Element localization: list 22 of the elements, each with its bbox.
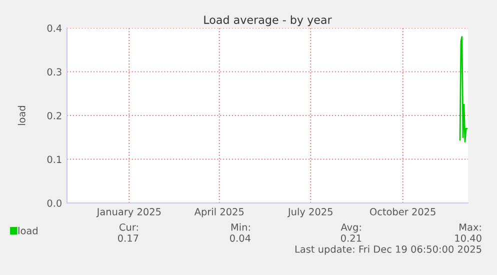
line-series bbox=[459, 36, 468, 142]
text: Cur: bbox=[119, 223, 138, 231]
text: Last update: Fri Dec 19 06:50:00 2025 bbox=[295, 245, 482, 255]
text: 0.04 bbox=[230, 234, 250, 242]
y-tick-label: 0.4 bbox=[47, 24, 62, 32]
y-tick-label: 0.0 bbox=[47, 199, 62, 207]
text: Avg: bbox=[340, 224, 361, 233]
x-tick-label: January 2025 bbox=[96, 208, 161, 218]
x-tick-label: April 2025 bbox=[194, 208, 244, 218]
text: 0.21 bbox=[340, 234, 362, 242]
text: Min: bbox=[231, 223, 250, 231]
y-tick-label: 0.1 bbox=[47, 156, 62, 164]
y-axis-title: load bbox=[18, 106, 26, 125]
legend-label: load bbox=[18, 226, 38, 234]
text: 10.40 bbox=[455, 234, 482, 242]
y-tick-label: 0.2 bbox=[47, 112, 62, 120]
text: 0.17 bbox=[118, 234, 138, 242]
x-tick-label: July 2025 bbox=[287, 208, 332, 218]
x-tick-label: October 2025 bbox=[370, 208, 436, 216]
chart-title: Load average - by year bbox=[204, 15, 332, 26]
y-tick-label: 0.3 bbox=[47, 68, 62, 76]
text: Max: bbox=[460, 224, 481, 231]
